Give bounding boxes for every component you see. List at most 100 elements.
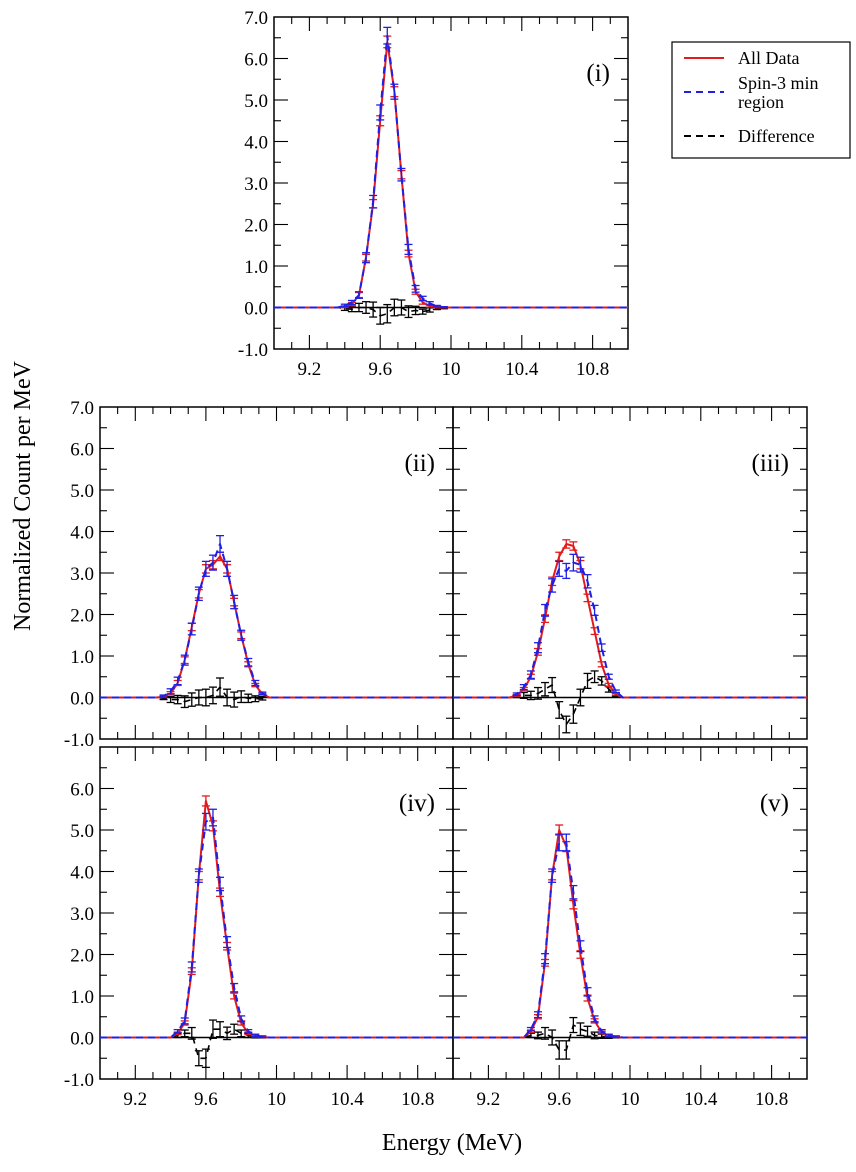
- error-bar-difference: [369, 301, 378, 318]
- x-axis-title: Energy (MeV): [382, 1130, 522, 1156]
- series-line-difference: [100, 686, 453, 703]
- x-tick-label: 10.8: [755, 1089, 788, 1110]
- error-bar-spin-3-min-region: [533, 642, 542, 654]
- series-line-spin-3-min-region: [453, 561, 807, 699]
- error-bar-difference: [541, 681, 550, 697]
- y-tick-label: 7.0: [70, 398, 94, 419]
- series-line-difference: [453, 675, 807, 726]
- error-bar-spin-3-min-region: [526, 1026, 535, 1032]
- panel-label: (iv): [399, 790, 435, 817]
- error-bar-difference: [230, 1023, 239, 1035]
- error-bar-difference: [166, 696, 175, 704]
- x-tick-label: 10.8: [576, 359, 609, 380]
- error-bar-all-data: [555, 551, 564, 562]
- y-tick-label: 7.0: [244, 8, 268, 29]
- error-bar-spin-3-min-region: [208, 808, 217, 827]
- y-tick-label: 4.0: [70, 863, 94, 884]
- legend-entry: All Data: [684, 48, 799, 68]
- error-bar-spin-3-min-region: [583, 987, 592, 997]
- error-bar-spin-3-min-region: [166, 688, 175, 695]
- error-bar-spin-3-min-region: [230, 594, 239, 610]
- error-bar-spin-3-min-region: [216, 535, 225, 553]
- error-bar-spin-3-min-region: [347, 299, 356, 306]
- error-bar-difference: [397, 299, 406, 316]
- x-tick-label: 9.6: [547, 1089, 571, 1110]
- error-bar-difference: [411, 305, 420, 316]
- error-bar-spin-3-min-region: [223, 936, 232, 949]
- series-line-all-data: [100, 800, 453, 1039]
- error-bar-spin-3-min-region: [611, 1035, 620, 1039]
- error-bar-spin-3-min-region: [569, 884, 578, 900]
- error-bar-spin-3-min-region: [583, 574, 592, 589]
- error-bar-difference: [194, 689, 203, 706]
- x-tick-label: 9.6: [194, 1089, 218, 1110]
- y-tick-label: 1.0: [70, 647, 94, 668]
- error-bar-difference: [237, 1029, 246, 1038]
- error-bar-spin-3-min-region: [597, 643, 606, 653]
- error-bar-spin-3-min-region: [541, 953, 550, 965]
- error-bar-spin-3-min-region: [576, 556, 585, 573]
- y-tick-label: 1.0: [70, 987, 94, 1008]
- error-bar-spin-3-min-region: [390, 83, 399, 100]
- y-axis-title: Normalized Count per MeV: [10, 360, 36, 631]
- error-bar-difference: [404, 305, 413, 319]
- y-tick-label: 2.0: [70, 946, 94, 967]
- error-bar-spin-3-min-region: [411, 284, 420, 293]
- x-tick-label: 9.2: [123, 1089, 147, 1110]
- error-bar-spin-3-min-region: [604, 1033, 613, 1038]
- plot-panels: 9.2 9.6 10 10.4 10.8 -1.0 0.0 1.0 2.0 3.0 4.0 5.0 6.…: [64, 8, 808, 1110]
- error-bar-difference: [583, 672, 592, 690]
- series-line-spin-3-min-region: [274, 34, 628, 309]
- error-bar-difference: [376, 306, 385, 325]
- error-bar-spin-3-min-region: [541, 603, 550, 617]
- x-tick-label: 10.4: [684, 1089, 718, 1110]
- error-bar-difference: [237, 690, 246, 704]
- legend-box: [671, 41, 851, 159]
- error-bar-difference: [223, 688, 232, 707]
- y-tick-label: 3.0: [244, 174, 268, 195]
- y-tick-label: 0.0: [70, 689, 94, 710]
- series-line-difference: [100, 1028, 453, 1060]
- error-bar-all-data: [201, 795, 210, 807]
- error-bar-difference: [555, 1040, 564, 1060]
- error-bar-spin-3-min-region: [354, 291, 363, 300]
- y-tick-label: -1.0: [64, 1070, 94, 1091]
- x-tick-label: 10.4: [505, 359, 539, 380]
- error-bar-difference: [533, 686, 542, 700]
- panel-iv: 9.2 9.6 10 10.4 10.8 -1.0 0.0 1.0 2.0 3.0 4.0 5.0 6.…: [64, 746, 454, 1110]
- error-bar-spin-3-min-region: [244, 1028, 253, 1034]
- y-tick-label: 0.0: [70, 1029, 94, 1050]
- error-bar-spin-3-min-region: [526, 670, 535, 680]
- error-bar-all-data: [569, 541, 578, 551]
- error-bar-spin-3-min-region: [258, 1035, 267, 1039]
- x-tick-label: 10: [267, 1089, 286, 1110]
- error-bar-spin-3-min-region: [237, 629, 246, 641]
- x-tick-label: 9.2: [298, 359, 322, 380]
- error-bar-spin-3-min-region: [432, 304, 441, 308]
- error-bar-difference: [223, 1026, 232, 1041]
- error-bar-spin-3-min-region: [159, 694, 168, 699]
- series-line-difference: [274, 306, 628, 317]
- panel-ii: -1.0 0.0 1.0 2.0 3.0 4.0 5.0 6.0 7.0 (ii): [64, 398, 454, 751]
- series-line-all-data: [453, 829, 807, 1039]
- y-tick-label: -1.0: [238, 340, 268, 361]
- error-bar-difference: [187, 1026, 196, 1040]
- y-tick-label: 2.0: [244, 216, 268, 237]
- y-tick-label: 3.0: [70, 564, 94, 585]
- error-bar-difference: [258, 696, 267, 701]
- error-bar-spin-3-min-region: [590, 1015, 599, 1023]
- error-bar-difference: [230, 691, 239, 708]
- error-bar-difference: [201, 688, 210, 707]
- error-bar-spin-3-min-region: [548, 868, 557, 883]
- error-bar-spin-3-min-region: [404, 243, 413, 256]
- error-bar-spin-3-min-region: [180, 1017, 189, 1025]
- error-bar-spin-3-min-region: [194, 868, 203, 883]
- y-tick-label: 6.0: [244, 50, 268, 71]
- error-bar-spin-3-min-region: [562, 833, 571, 852]
- x-tick-label: 10: [442, 359, 461, 380]
- error-bar-difference: [533, 1031, 542, 1040]
- panel-i: 9.2 9.6 10 10.4 10.8 -1.0 0.0 1.0 2.0 3.0 4.0 5.0 6.…: [238, 8, 629, 380]
- y-tick-label: 5.0: [70, 481, 94, 502]
- y-tick-label: -1.0: [64, 730, 94, 751]
- error-bar-difference: [548, 1029, 557, 1046]
